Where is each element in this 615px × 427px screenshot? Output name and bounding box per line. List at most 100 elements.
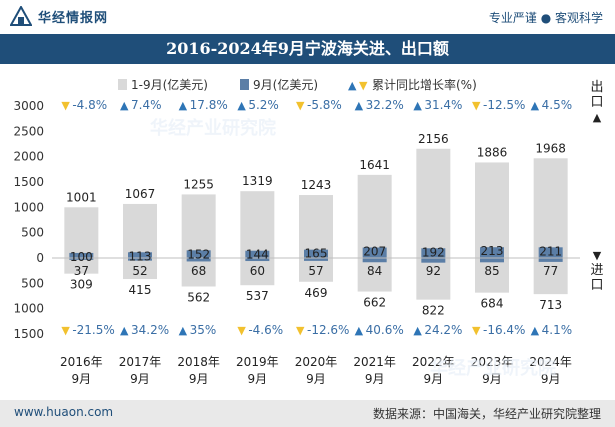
bar-export-cumulative (357, 174, 392, 258)
data-label-import-monthly: 68 (191, 264, 206, 278)
data-label-import-monthly: 60 (250, 264, 265, 278)
y-tick-label: 500 (21, 226, 44, 240)
data-label-export-cumulative: 1001 (66, 190, 97, 204)
y-tick-label: 500 (21, 276, 44, 290)
growth-label-import: 40.6% (366, 323, 404, 337)
bar-export-cumulative (240, 191, 275, 258)
bar-import-cumulative (299, 258, 333, 282)
bar-export-monthly (245, 250, 270, 258)
data-label-export-cumulative: 1067 (125, 187, 156, 201)
data-label-export-monthly: 192 (422, 245, 445, 259)
growth-label-export: 32.2% (366, 98, 404, 112)
down-arrow-icon: ▼ (592, 249, 602, 262)
growth-down-icon: ▼ (61, 324, 70, 337)
bar-export-monthly (186, 250, 211, 258)
growth-label-import: 34.2% (131, 323, 169, 337)
import-label: 进口 (590, 263, 604, 293)
bar-export-cumulative (299, 195, 333, 258)
data-label-import-monthly: 77 (543, 264, 558, 278)
brand[interactable]: 华经情报网 (10, 6, 108, 26)
legend-growth-down-icon: ▼ (359, 79, 368, 92)
data-label-import-monthly: 92 (426, 264, 441, 278)
data-label-export-monthly: 211 (539, 244, 562, 258)
growth-label-import: 4.1% (542, 323, 573, 337)
y-tick-label: 1500 (13, 327, 44, 341)
growth-label-import: -21.5% (72, 323, 114, 337)
bar-import-monthly (128, 258, 152, 261)
growth-down-icon: ▼ (296, 324, 305, 337)
growth-label-export: 4.5% (542, 98, 573, 112)
brand-logo-icon (10, 6, 32, 26)
bar-import-cumulative (64, 258, 99, 274)
data-label-import-monthly: 85 (484, 264, 499, 278)
growth-up-icon: ▲ (120, 99, 129, 112)
growth-label-import: -4.6% (248, 323, 283, 337)
tagline: 专业严谨 ● 客观科学 (488, 11, 603, 25)
data-label-export-monthly: 207 (363, 245, 386, 259)
bar-import-cumulative (357, 258, 392, 292)
bar-export-monthly (304, 249, 328, 258)
bar-export-cumulative (123, 203, 157, 258)
data-source: 数据来源：中国海关，华经产业研究院整理 (372, 407, 601, 421)
y-tick-label: 0 (36, 251, 44, 265)
bar-export-monthly (362, 247, 387, 258)
watermark-text: 华经产业研究院 (150, 117, 276, 139)
legend-swatch-monthly (240, 79, 249, 90)
growth-down-icon: ▼ (296, 99, 305, 112)
top-header: 华经情报网 专业严谨 ● 客观科学 (0, 0, 615, 34)
growth-label-export: 7.4% (131, 98, 162, 112)
bar-import-cumulative (475, 258, 509, 293)
growth-up-icon: ▲ (531, 99, 540, 112)
data-label-export-monthly: 165 (305, 247, 328, 261)
y-tick-label: 1000 (13, 302, 44, 316)
up-arrow-icon: ▲ (592, 111, 602, 124)
export-side-label: 出口 ▲ (590, 80, 604, 125)
bar-import-monthly (245, 258, 270, 262)
growth-label-import: -16.4% (483, 323, 525, 337)
x-tick-label: 2024年 9月 (529, 355, 572, 386)
bar-import-cumulative (123, 258, 157, 280)
x-tick-label: 2022年 9月 (412, 355, 455, 386)
growth-label-export: -12.5% (483, 98, 525, 112)
x-tick-label: 2016年 9月 (60, 355, 103, 386)
site-name: 华经情报网 (38, 10, 109, 26)
website-link[interactable]: www.huaon.com (14, 405, 114, 419)
y-tick-label: 2000 (13, 150, 44, 164)
x-tick-label: 2020年 9月 (295, 355, 338, 386)
legend-label-growth: 累计同比增长率(%) (372, 77, 477, 92)
footer (0, 400, 615, 427)
growth-label-export: 17.8% (190, 98, 228, 112)
data-label-export-monthly: 113 (129, 249, 152, 263)
bar-export-cumulative (416, 148, 451, 258)
bar-export-monthly (538, 247, 563, 258)
growth-up-icon: ▲ (413, 324, 422, 337)
bar-import-monthly (186, 258, 211, 262)
data-label-export-monthly: 152 (187, 247, 210, 261)
y-tick-label: 3000 (13, 99, 44, 113)
growth-up-icon: ▲ (355, 99, 364, 112)
data-label-export-monthly: 213 (481, 244, 504, 258)
legend-growth-up-icon: ▲ (348, 79, 357, 92)
import-side-label: ▼ 进口 (590, 248, 604, 293)
data-label-export-cumulative: 1886 (477, 145, 508, 159)
growth-up-icon: ▲ (237, 99, 246, 112)
data-label-import-cumulative: 684 (481, 297, 504, 311)
bar-import-cumulative (181, 258, 216, 287)
data-label-export-cumulative: 2156 (418, 132, 449, 146)
bar-import-cumulative (533, 258, 568, 295)
data-label-import-monthly: 37 (74, 264, 89, 278)
data-label-export-cumulative: 1641 (359, 158, 390, 172)
watermark-text: 华经产业研究院 (430, 357, 556, 379)
bar-export-monthly (421, 248, 446, 258)
bar-import-monthly (480, 258, 504, 263)
growth-up-icon: ▲ (355, 324, 364, 337)
y-tick-label: 1000 (13, 200, 44, 214)
bar-import-monthly (538, 258, 563, 262)
chart: 1-9月(亿美元) 9月(亿美元) ▲ ▼ 累计同比增长率(%)300025002000… (13, 77, 580, 386)
data-label-import-cumulative: 309 (70, 278, 93, 292)
bar-import-monthly (421, 258, 446, 263)
title-bar (0, 34, 615, 64)
data-label-import-cumulative: 469 (305, 286, 328, 300)
data-label-import-monthly: 52 (132, 264, 147, 278)
x-tick-label: 2019年 9月 (236, 355, 279, 386)
